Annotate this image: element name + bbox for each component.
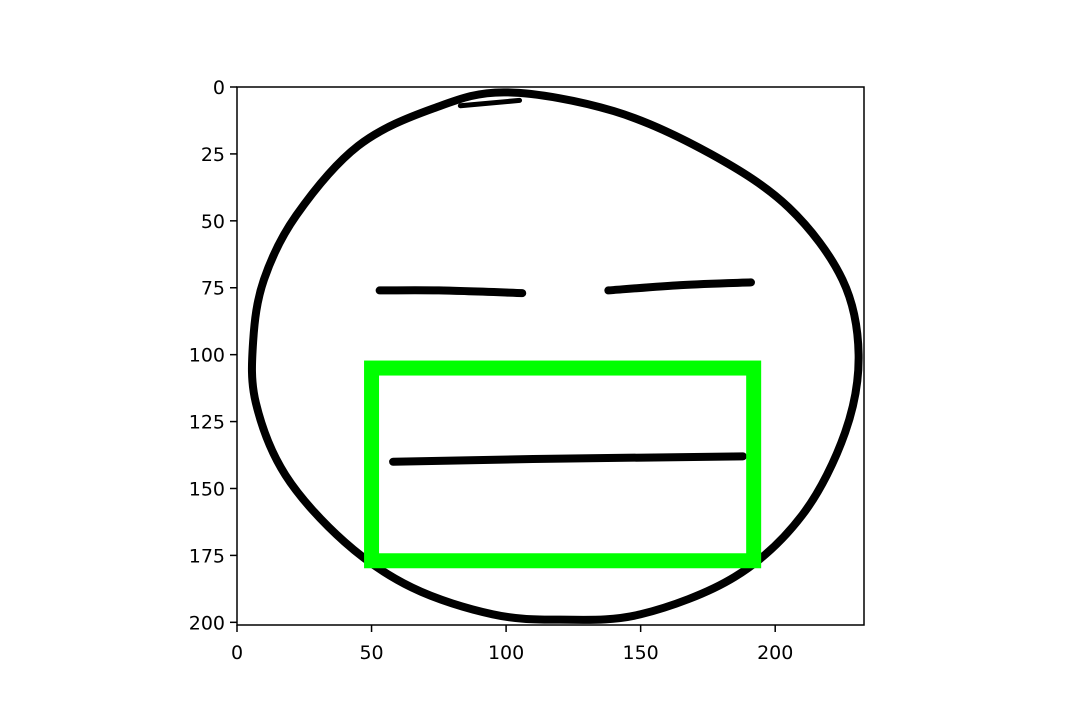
x-tick-label: 200 [757,642,793,664]
y-tick-label: 175 [189,545,225,567]
right-eye [604,278,755,295]
x-tick-label: 50 [359,642,383,664]
y-tick-label: 125 [189,412,225,434]
y-tick-label: 200 [189,612,225,634]
plot-area [237,87,864,625]
y-tick-label: 100 [189,345,225,367]
x-tick-label: 150 [623,642,659,664]
face-top-flick [457,97,523,109]
bounding-box [364,360,762,569]
y-tick-label: 50 [201,211,225,233]
y-tick-label: 0 [213,77,225,99]
axes: 0 50 100 150 200 0 25 50 75 100 125 150 175 200 [189,77,865,664]
x-tick-label: 0 [231,642,243,664]
left-eye [375,286,527,298]
mouth [389,452,747,466]
y-tick-label: 25 [201,144,225,166]
y-tick-label: 75 [201,278,225,300]
x-tick-label: 100 [488,642,524,664]
face-outline [247,88,863,624]
axes-frame [236,86,865,626]
y-tick-label: 150 [189,478,225,500]
